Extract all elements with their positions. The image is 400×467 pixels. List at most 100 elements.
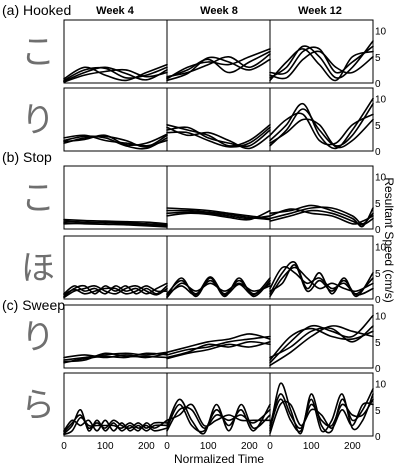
trace-r4-c2-s0 [269,314,374,364]
trace-r0-c2-s3 [269,50,374,80]
x-tick-label-c2-2: 200 [344,441,361,452]
panel-frame-r2-c2 [269,165,374,230]
speed-traces [63,40,374,436]
y-tick-label-r5-1: 5 [375,406,381,417]
trace-r2-c2-s3 [269,208,374,225]
trace-r0-c1-s1 [166,48,271,80]
y-tick-label-r5-2: 10 [375,380,387,391]
trace-r4-c0-s2 [63,352,168,359]
y-tick-label-r3-2: 10 [375,243,387,254]
trace-r5-c1-s2 [166,403,271,427]
trace-r2-c0-s1 [63,220,168,227]
trace-r2-c2-s0 [269,204,374,228]
trace-r2-c1-s1 [166,209,271,221]
panel-frame-r3-c2 [269,235,374,300]
y-tick-label-r5-0: 0 [375,432,381,443]
trace-r5-c2-s1 [269,393,374,430]
trace-r4-c0-s1 [63,352,168,364]
character-glyph-2: こ [21,179,55,219]
trace-r0-c2-s2 [269,48,374,82]
x-tick-label-c0-1: 100 [97,441,114,452]
trace-r0-c0-s0 [63,66,168,82]
trace-r5-c1-s3 [166,403,271,433]
section-label-hooked: (a) Hooked [2,2,71,18]
trace-r4-c2-s2 [269,325,374,367]
trace-r1-c2-s2 [269,112,374,146]
trace-r1-c2-s3 [269,118,374,149]
trace-r5-c1-s0 [166,398,271,435]
character-glyph-0: こ [21,33,55,73]
y-tick-label-r4-2: 10 [375,312,387,323]
trace-r3-c2-s3 [269,264,374,296]
section-label-stop: (b) Stop [2,149,52,165]
y-tick-label-r4-1: 5 [375,338,381,349]
trace-r1-c1-s1 [166,126,271,148]
trace-r4-c1-s3 [166,341,271,360]
y-tick-label-r0-0: 0 [375,79,381,90]
column-title-week-8: Week 8 [200,5,238,17]
trace-r2-c1-s0 [166,207,271,220]
panel-frame-r4-c1 [166,304,271,369]
trace-r0-c1-s2 [166,53,271,78]
trace-r3-c2-s1 [269,266,374,295]
trace-r1-c0-s3 [63,133,168,147]
panel-frame-r2-c1 [166,165,271,230]
section-label-sweep: (c) Sweep [2,297,65,313]
trace-r0-c0-s2 [63,63,168,82]
trace-r2-c1-s3 [166,209,271,221]
x-tick-label-c0-2: 200 [138,441,155,452]
trace-r3-c0-s2 [63,285,168,299]
trace-r1-c2-s0 [269,97,374,150]
trace-r3-c1-s3 [166,276,271,296]
trace-r5-c2-s2 [269,400,374,435]
trace-r5-c0-s0 [63,409,168,435]
y-tick-label-r1-1: 5 [375,121,381,132]
trace-r2-c2-s1 [269,206,374,225]
trace-r3-c0-s3 [63,285,168,296]
trace-r5-c0-s1 [63,419,168,432]
trace-r1-c1-s2 [166,126,271,150]
column-title-week-4: Week 4 [96,5,135,17]
trace-r0-c1-s0 [166,50,271,79]
y-tick-label-r1-0: 0 [375,147,381,158]
y-tick-label-r2-2: 10 [375,173,387,184]
trace-r0-c2-s0 [269,40,374,79]
trace-r5-c2-s3 [269,393,374,433]
trace-r3-c1-s2 [166,282,271,299]
trace-r2-c0-s0 [63,218,168,225]
x-tick-label-c1-1: 100 [200,441,217,452]
trace-r2-c2-s2 [269,209,374,226]
trace-r4-c1-s0 [166,333,271,354]
x-tick-label-c1-0: 0 [164,441,170,452]
trace-r0-c0-s3 [63,68,168,83]
x-tick-label-c0-0: 0 [61,441,67,452]
y-tick-label-r4-0: 0 [375,364,381,375]
y-tick-label-r2-1: 5 [375,199,381,210]
trace-r3-c0-s0 [63,284,168,298]
x-tick-label-c2-0: 0 [267,441,273,452]
trace-r1-c2-s1 [269,103,374,147]
column-title-week-12: Week 12 [298,5,342,17]
y-tick-label-r2-0: 0 [375,225,381,236]
character-glyph-5: ら [21,386,55,426]
x-tick-label-c1-2: 200 [241,441,258,452]
y-tick-label-r0-1: 5 [375,53,381,64]
trace-r5-c0-s3 [63,414,168,433]
trace-r1-c1-s3 [166,126,271,148]
y-tick-label-r3-1: 5 [375,269,381,280]
trace-r0-c1-s3 [166,56,271,82]
y-tick-label-r0-2: 10 [375,27,387,38]
y-tick-label-r3-0: 0 [375,295,381,306]
trace-r4-c1-s1 [166,335,271,356]
trace-r0-c2-s1 [269,45,374,75]
trace-r1-c0-s2 [63,134,168,147]
trace-r4-c1-s2 [166,340,271,359]
trace-r4-c2-s3 [269,327,374,361]
panel-frames [63,19,374,437]
x-axis-label: Normalized Time [174,452,264,466]
y-tick-label-r1-2: 10 [375,95,387,106]
trace-r4-c2-s1 [269,325,374,359]
